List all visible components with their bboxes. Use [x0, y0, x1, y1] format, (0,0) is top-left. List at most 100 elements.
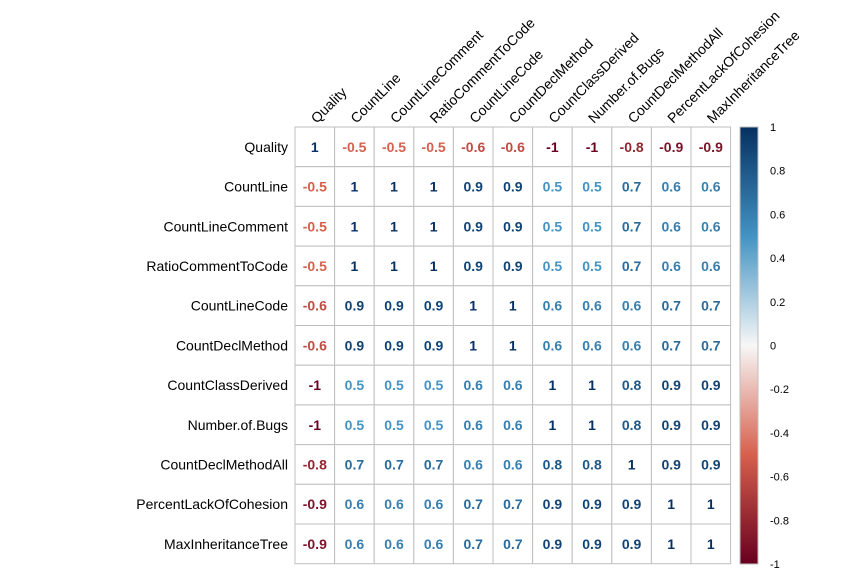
cell-value-label: 0.6	[582, 337, 602, 353]
cell-value-label: 0.9	[503, 218, 523, 234]
cell-value-label: 0.7	[622, 218, 642, 234]
heatmap-cell	[571, 523, 613, 565]
cell-value-label: 0.7	[345, 456, 365, 472]
heatmap-cell	[413, 364, 454, 406]
heatmap-cell	[690, 483, 732, 525]
colorbar-tick-label: -0.6	[770, 472, 789, 484]
cell-value-label: 0.6	[622, 298, 642, 314]
cell-value-label: 0.6	[503, 417, 523, 433]
cell-value-label: 0.8	[543, 456, 563, 472]
heatmap-cell	[413, 483, 454, 525]
cell-value-label: 0.9	[345, 337, 365, 353]
colorbar-gradient	[739, 126, 759, 565]
cell-value-label: 0.6	[345, 496, 365, 512]
heatmap-cell	[650, 364, 692, 406]
cell-value-label: 1	[588, 417, 596, 433]
heatmap-cell	[334, 126, 375, 168]
heatmap-cell	[492, 126, 534, 168]
cell-value-label: 1	[667, 496, 675, 512]
cell-value-label: 1	[311, 139, 319, 155]
cell-value-label: -0.6	[461, 139, 485, 155]
cell-value-label: -0.8	[620, 139, 644, 155]
cell-value-label: 1	[469, 298, 477, 314]
colorbar-tick-label: -1	[770, 559, 780, 571]
heatmap-cell	[571, 404, 613, 446]
cell-value-label: 1	[667, 536, 675, 552]
cell-value-label: 0.6	[701, 179, 721, 195]
row-label-countdeclmethodall: CountDeclMethodAll	[160, 456, 288, 472]
heatmap-cell	[334, 364, 375, 406]
heatmap-cell	[611, 325, 652, 366]
colorbar-tick-label: 1	[770, 122, 776, 134]
cell-value-label: 0.7	[424, 456, 444, 472]
cell-value-label: 1	[707, 536, 715, 552]
cell-value-label: -1	[546, 139, 559, 155]
colorbar-tick-label: -0.8	[770, 515, 789, 527]
cell-value-label: 1	[430, 218, 438, 234]
heatmap-cell	[373, 364, 415, 406]
cell-value-label: 0.6	[384, 536, 404, 552]
cell-value-label: 0.9	[463, 179, 483, 195]
cell-value-label: 0.7	[661, 298, 681, 314]
heatmap-cell	[452, 166, 494, 207]
cell-value-label: 0.5	[424, 377, 444, 393]
cell-value-label: 0.6	[424, 496, 444, 512]
heatmap-cell	[690, 285, 732, 326]
heatmap-cell	[373, 245, 415, 287]
cell-value-label: 1	[390, 179, 398, 195]
colorbar-tick-label: 0.6	[770, 209, 785, 221]
heatmap-cell	[294, 325, 336, 366]
cell-value-label: -0.5	[303, 258, 327, 274]
cell-value-label: 0.6	[345, 536, 365, 552]
heatmap-cell	[294, 364, 336, 406]
cell-value-label: 0.6	[543, 337, 563, 353]
cell-value-label: 1	[430, 258, 438, 274]
heatmap-cell	[334, 523, 375, 565]
cell-value-label: 0.9	[661, 377, 681, 393]
heatmap-cell	[413, 404, 454, 446]
colorbar-tick-label: 0.2	[770, 297, 785, 309]
heatmap-cell	[571, 444, 613, 485]
heatmap-cell	[452, 404, 494, 446]
cell-value-label: 1	[351, 258, 359, 274]
cell-value-label: 0.5	[345, 417, 365, 433]
row-label-countdeclmethod: CountDeclMethod	[176, 337, 288, 353]
heatmap-cell	[650, 523, 692, 565]
cell-value-label: 1	[509, 298, 517, 314]
heatmap-cell	[294, 205, 336, 247]
heatmap-cell	[532, 166, 573, 207]
heatmap-cell	[650, 444, 692, 485]
heatmap-cell	[492, 523, 534, 565]
cell-value-label: 0.6	[463, 377, 483, 393]
cell-value-label: 0.9	[582, 536, 602, 552]
heatmap-cell	[492, 205, 534, 247]
heatmap-cell	[492, 285, 534, 326]
cell-value-label: 0.7	[622, 179, 642, 195]
cell-value-label: -0.9	[303, 536, 327, 552]
heatmap-cell-labels: 1 -0.5 -0.5 -0.5 -0.6 -0.6 -1 -1 -0.8 -0.9 -0.9 -0.…	[303, 139, 723, 552]
cell-value-label: -1	[309, 377, 322, 393]
cell-value-label: 0.7	[463, 536, 483, 552]
column-label-quality: Quality	[308, 84, 350, 126]
heatmap-cell	[650, 166, 692, 207]
heatmap-cell	[690, 205, 732, 247]
cell-value-label: 0.9	[424, 337, 444, 353]
heatmap-cell	[492, 325, 534, 366]
row-label-percentlackofcohesion: PercentLackOfCohesion	[136, 496, 288, 512]
heatmap-cell	[373, 285, 415, 326]
heatmap-cell	[294, 126, 336, 168]
cell-value-label: 0.5	[582, 179, 602, 195]
colorbar: 1 0.8 0.6 0.4 0.2 0 -0.2 -0.4 -0.6 -0.8 -1	[739, 122, 789, 571]
row-label-countline: CountLine	[224, 179, 288, 195]
cell-value-label: 0.5	[543, 218, 563, 234]
cell-value-label: 0.9	[543, 496, 563, 512]
cell-value-label: 0.7	[661, 337, 681, 353]
row-label-maxinheritancetree: MaxInheritanceTree	[164, 536, 288, 552]
cell-value-label: 1	[351, 218, 359, 234]
cell-value-label: 0.9	[463, 218, 483, 234]
heatmap-cell	[611, 483, 652, 525]
cell-value-label: 0.9	[701, 456, 721, 472]
cell-value-label: -0.6	[303, 337, 327, 353]
cell-value-label: 0.6	[622, 337, 642, 353]
colorbar-tick-label: -0.2	[770, 384, 789, 396]
